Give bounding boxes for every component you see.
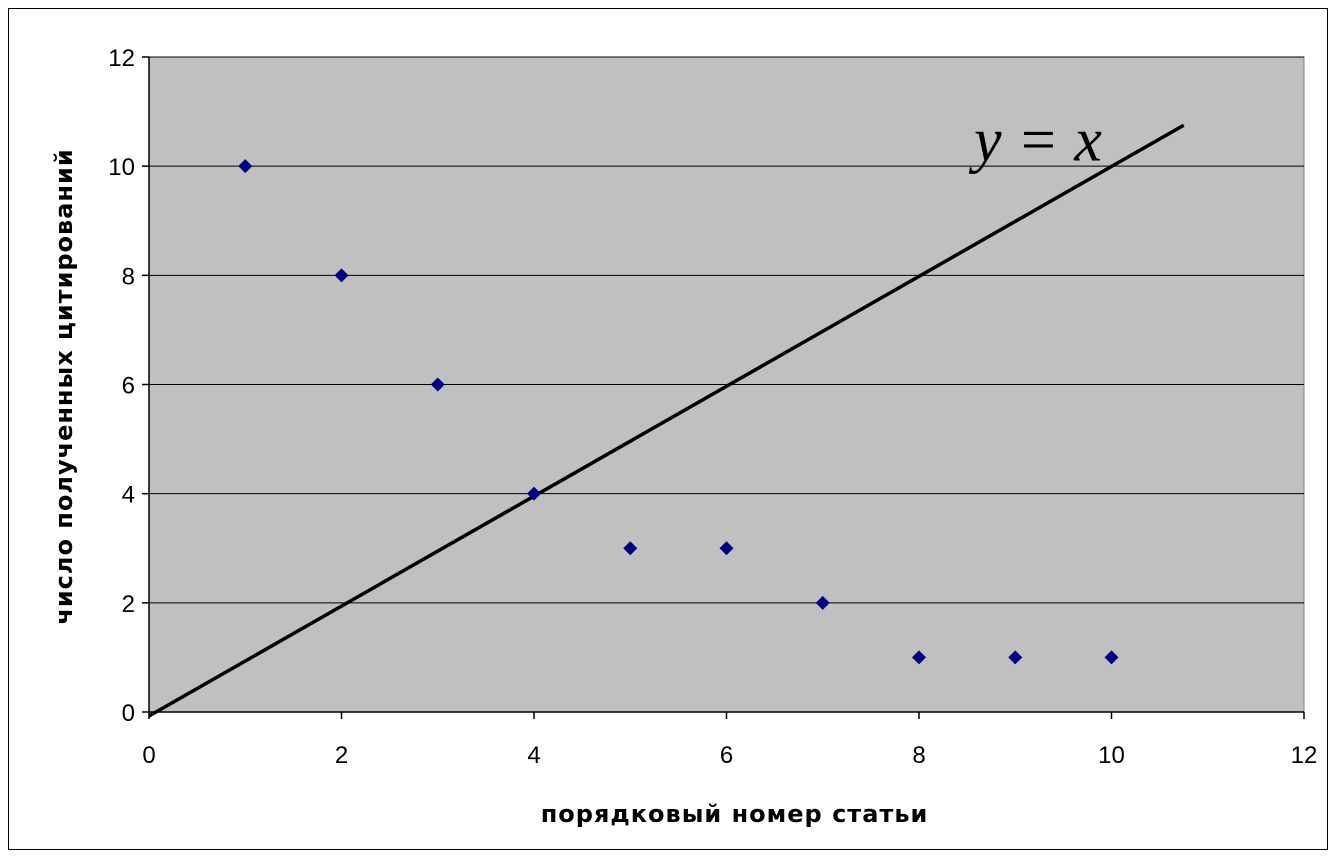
data-point-6 xyxy=(719,541,734,556)
data-point-7 xyxy=(815,595,830,610)
x-tick-label-10: 10 xyxy=(1098,742,1125,769)
x-tick-label-0: 0 xyxy=(142,742,155,769)
y-tick-labels: 0 2 4 6 8 10 12 xyxy=(108,45,149,727)
y-tick-label-8: 8 xyxy=(122,263,135,290)
y-tick-label-0: 0 xyxy=(122,700,135,727)
y-axis-title: число полученных цитирований xyxy=(50,148,78,624)
data-point-9 xyxy=(1008,650,1023,665)
data-point-4 xyxy=(527,486,541,501)
y-tick-label-12: 12 xyxy=(108,45,135,72)
data-point-10 xyxy=(1104,650,1119,665)
data-point-5 xyxy=(623,541,638,556)
data-point-3 xyxy=(430,377,445,392)
x-tick-label-8: 8 xyxy=(912,742,925,769)
y-tick-label-10: 10 xyxy=(108,154,135,181)
data-point-2 xyxy=(334,268,349,283)
data-point-8 xyxy=(912,650,926,665)
x-tick-label-4: 4 xyxy=(527,742,540,769)
y-tick-label-6: 6 xyxy=(122,373,135,400)
x-axis-title: порядковый номер статьи xyxy=(541,800,929,828)
annotation-y-equals-x: y = x xyxy=(968,107,1102,175)
y-tick-label-2: 2 xyxy=(122,591,135,618)
data-point-1 xyxy=(238,159,253,174)
x-tick-label-6: 6 xyxy=(720,742,733,769)
y-tick-label-4: 4 xyxy=(122,482,135,509)
reference-line-y-equals-x xyxy=(148,123,1185,718)
data-points xyxy=(238,159,1119,665)
x-tick-label-12: 12 xyxy=(1291,742,1318,769)
x-tick-labels: 0 2 4 6 8 10 12 xyxy=(142,712,1317,769)
x-tick-label-2: 2 xyxy=(335,742,348,769)
